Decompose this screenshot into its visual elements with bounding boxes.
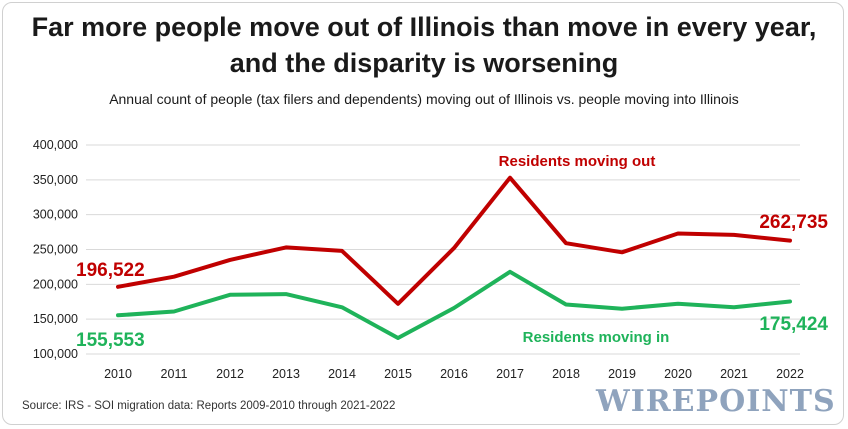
- series-line-moving-out: [116, 175, 792, 306]
- series-line-moving-in: [116, 269, 792, 340]
- x-tick-label: 2017: [496, 367, 524, 381]
- x-tick-label: 2016: [440, 367, 468, 381]
- chart-title-line-2: and the disparity is worsening: [229, 48, 619, 78]
- series-label-moving-out: Residents moving out: [499, 153, 656, 170]
- source-note: Source: IRS - SOI migration data: Report…: [22, 400, 396, 412]
- y-tick-label: 250,000: [33, 243, 78, 257]
- data-label-in-2022: 175,424: [759, 314, 828, 335]
- x-tick-label: 2012: [216, 367, 244, 381]
- series-label-moving-in: Residents moving in: [523, 329, 670, 346]
- x-tick-label: 2019: [608, 367, 636, 381]
- x-tick-label: 2021: [720, 367, 748, 381]
- x-tick-label: 2010: [104, 367, 132, 381]
- chart-title-line-1: Far more people move out of Illinois tha…: [31, 12, 817, 42]
- x-tick-label: 2018: [552, 367, 580, 381]
- x-tick-label: 2014: [328, 367, 356, 381]
- chart-subtitle: Annual count of people (tax filers and d…: [109, 91, 739, 107]
- wirepoints-logo: WIREPOINTS: [596, 384, 836, 419]
- y-tick-label: 150,000: [33, 312, 78, 326]
- y-tick-label: 200,000: [33, 277, 78, 291]
- y-tick-label: 300,000: [33, 208, 78, 222]
- x-tick-label: 2015: [384, 367, 412, 381]
- data-label-out-2010: 196,522: [76, 260, 145, 281]
- x-tick-label: 2011: [161, 367, 188, 381]
- x-tick-label: 2020: [664, 367, 692, 381]
- data-label-in-2010: 155,553: [76, 330, 145, 351]
- x-tick-label: 2013: [272, 367, 300, 381]
- x-tick-label: 2022: [776, 367, 804, 381]
- data-label-out-2022: 262,735: [759, 212, 828, 233]
- y-tick-label: 100,000: [33, 347, 78, 361]
- y-tick-label: 350,000: [33, 173, 78, 187]
- y-tick-label: 400,000: [33, 138, 78, 152]
